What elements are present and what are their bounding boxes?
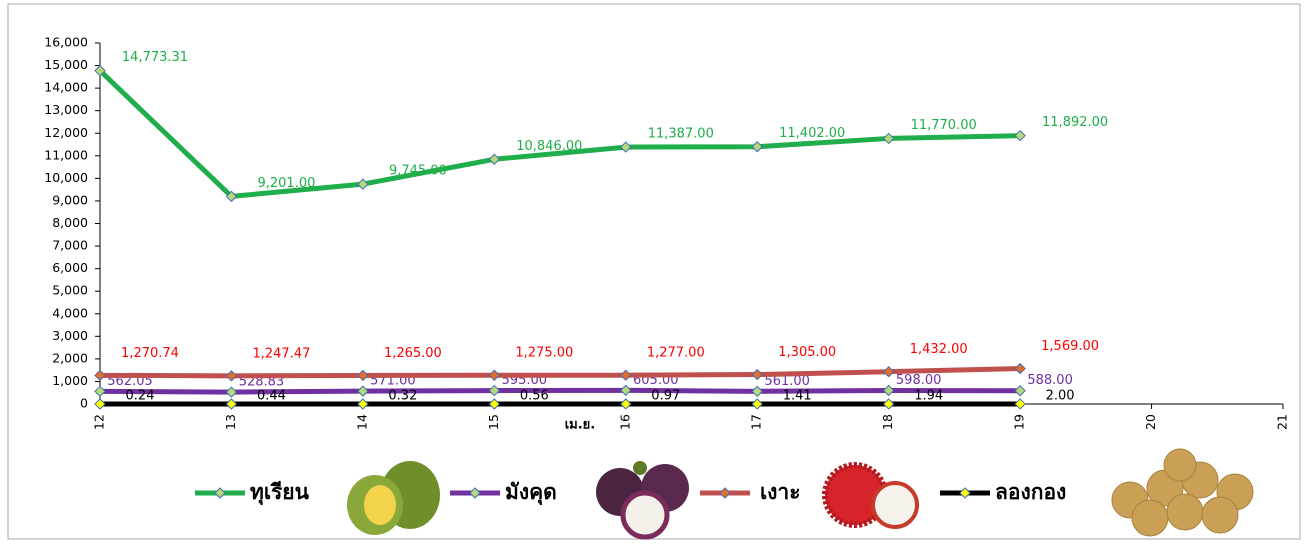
data-label: 9,745.00 xyxy=(389,164,447,179)
data-label: 11,387.00 xyxy=(648,127,714,142)
y-tick-label: 14,000 xyxy=(44,80,88,95)
legend-label: ทุเรียน xyxy=(250,480,310,506)
y-tick-label: 11,000 xyxy=(44,147,88,162)
data-label: 0.97 xyxy=(651,388,680,403)
y-tick-label: 0 xyxy=(80,396,88,411)
x-tick-label: 16 xyxy=(617,414,632,430)
data-label: 9,201.00 xyxy=(257,176,315,191)
chart-frame xyxy=(8,4,1300,539)
data-label: 1,247.47 xyxy=(252,346,310,361)
y-tick-label: 3,000 xyxy=(52,328,88,343)
data-label: 11,770.00 xyxy=(911,118,977,133)
data-label: 10,846.00 xyxy=(516,139,582,154)
data-label: 1.94 xyxy=(914,388,943,403)
data-label: 1.41 xyxy=(783,388,812,403)
data-label: 1,275.00 xyxy=(515,346,573,361)
y-tick-label: 5,000 xyxy=(52,283,88,298)
x-tick-label: 21 xyxy=(1275,414,1290,430)
y-tick-label: 15,000 xyxy=(44,57,88,72)
x-tick-label: 12 xyxy=(92,414,107,430)
y-tick-label: 2,000 xyxy=(52,350,88,365)
legend-label: เงาะ xyxy=(760,480,801,504)
data-label: 1,305.00 xyxy=(778,345,836,360)
y-tick-label: 4,000 xyxy=(52,305,88,320)
data-label: 588.00 xyxy=(1027,373,1073,388)
legend-label: มังคุด xyxy=(505,480,557,506)
data-label: 0.44 xyxy=(257,388,286,403)
y-tick-label: 10,000 xyxy=(44,170,88,185)
data-label: 1,270.74 xyxy=(121,346,179,361)
data-label: 598.00 xyxy=(896,373,942,388)
y-tick-label: 13,000 xyxy=(44,102,88,117)
data-label: 11,892.00 xyxy=(1042,115,1108,130)
chart: เม.ย. 0 1,000 2,000 3,000 4,000 5,000 6,000 7,0… xyxy=(0,0,1304,545)
y-tick-label: 12,000 xyxy=(44,125,88,140)
x-tick-label: 15 xyxy=(486,414,501,430)
data-label: 0.56 xyxy=(520,388,549,403)
x-tick-label: 19 xyxy=(1012,414,1027,430)
data-label: 2.00 xyxy=(1046,388,1075,403)
y-tick-label: 7,000 xyxy=(52,238,88,253)
y-tick-label: 1,000 xyxy=(52,373,88,388)
data-label: 14,773.31 xyxy=(122,50,188,65)
x-tick-label: 14 xyxy=(354,414,369,430)
legend-label: ลองกอง xyxy=(995,480,1066,504)
data-label: 0.24 xyxy=(126,388,155,403)
y-tick-label: 9,000 xyxy=(52,192,88,207)
series-line xyxy=(100,390,1020,392)
data-label: 0.32 xyxy=(388,388,417,403)
x-tick-label: 13 xyxy=(223,414,238,430)
x-axis-label: เม.ย. xyxy=(565,418,596,433)
x-tick-label: 20 xyxy=(1143,414,1158,430)
data-label: 1,569.00 xyxy=(1041,339,1099,354)
x-tick-label: 18 xyxy=(880,414,895,430)
data-label: 1,277.00 xyxy=(647,346,705,361)
y-tick-label: 6,000 xyxy=(52,260,88,275)
y-tick-label: 16,000 xyxy=(44,35,88,50)
data-label: 1,432.00 xyxy=(910,342,968,357)
data-label: 1,265.00 xyxy=(384,346,442,361)
x-tick-label: 17 xyxy=(749,414,764,430)
y-tick-label: 8,000 xyxy=(52,215,88,230)
data-label: 11,402.00 xyxy=(779,126,845,141)
